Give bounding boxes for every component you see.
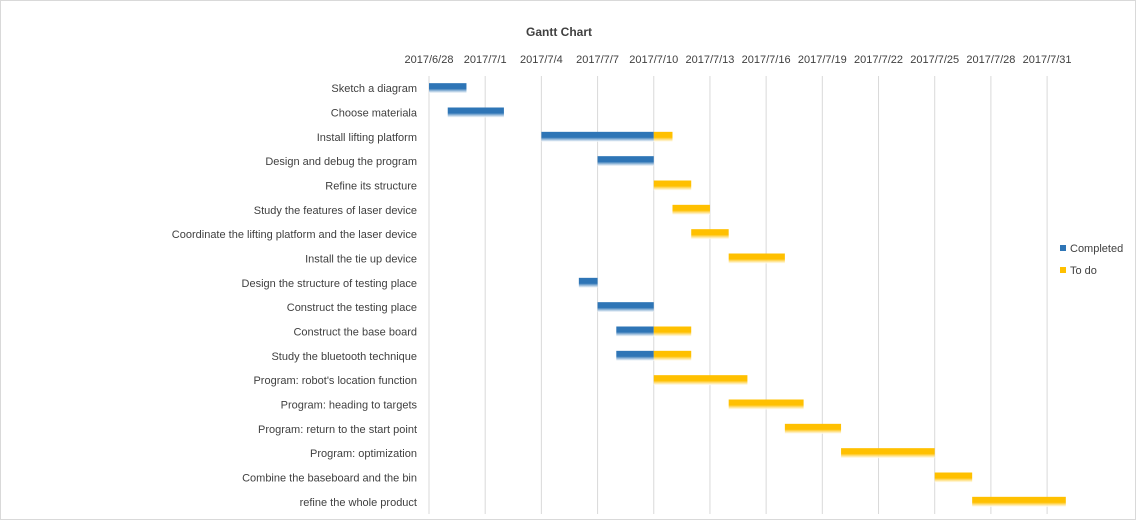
bar-completed [429,83,467,94]
task-label: Coordinate the lifting platform and the … [172,229,417,241]
bar-todo [672,204,710,215]
x-tick-label: 2017/7/1 [464,54,507,66]
bar-todo [728,399,804,410]
bar-completed [578,277,598,288]
task-label: Program: return to the start point [258,424,417,436]
x-axis-ticks: 2017/6/28 2017/7/1 2017/7/4 2017/7/7 2017/7/… [405,54,1072,66]
task-label: Sketch a diagram [331,83,417,95]
x-tick-label: 2017/7/25 [910,54,959,66]
bar-todo [841,448,935,459]
legend-label: Completed [1070,243,1123,255]
bar-todo [728,253,785,264]
category-labels: Sketch a diagram Choose materiala Install … [172,83,418,509]
bar-todo [691,229,729,240]
x-tick-label: 2017/7/31 [1023,54,1072,66]
bar-todo [653,350,692,361]
bar-todo [653,131,673,142]
task-label: Construct the testing place [287,302,417,314]
x-tick-label: 2017/7/22 [854,54,903,66]
bar-completed [447,107,504,118]
task-label: Install lifting platform [317,132,417,144]
x-tick-label: 2017/7/4 [520,54,563,66]
task-label: Study the features of laser device [254,205,417,217]
task-label: Study the bluetooth technique [271,351,417,363]
x-tick-label: 2017/7/28 [966,54,1015,66]
bar-todo [653,326,692,337]
legend-swatch [1060,267,1066,273]
bars [429,83,1066,507]
bar-completed [616,350,654,361]
task-label: refine the whole product [300,497,417,509]
legend: Completed To do [1060,243,1123,277]
x-tick-label: 2017/7/10 [629,54,678,66]
task-label: Design the structure of testing place [242,278,417,290]
task-label: Program: optimization [310,448,417,460]
x-tick-label: 2017/7/7 [576,54,619,66]
task-label: Refine its structure [325,181,417,193]
bar-todo [653,180,692,191]
bar-completed [616,326,654,337]
bar-completed [541,131,654,142]
chart-title: Gantt Chart [526,25,592,39]
x-tick-label: 2017/7/19 [798,54,847,66]
bar-todo [653,375,748,386]
bar-completed [597,156,654,167]
legend-label: To do [1070,265,1097,277]
task-label: Program: robot's location function [253,375,417,387]
x-tick-label: 2017/7/16 [742,54,791,66]
bar-todo [934,472,973,483]
task-label: Choose materiala [331,108,418,120]
bar-todo [972,496,1066,507]
task-label: Construct the base board [293,327,417,339]
task-label: Combine the baseboard and the bin [242,473,417,485]
task-label: Design and debug the program [265,156,417,168]
grid-layer [428,76,1048,514]
task-label: Install the tie up device [305,254,417,266]
x-tick-label: 2017/6/28 [405,54,454,66]
bar-completed [597,302,654,313]
task-label: Program: heading to targets [281,400,418,412]
bar-todo [784,423,842,434]
legend-swatch [1060,245,1066,251]
x-tick-label: 2017/7/13 [685,54,734,66]
